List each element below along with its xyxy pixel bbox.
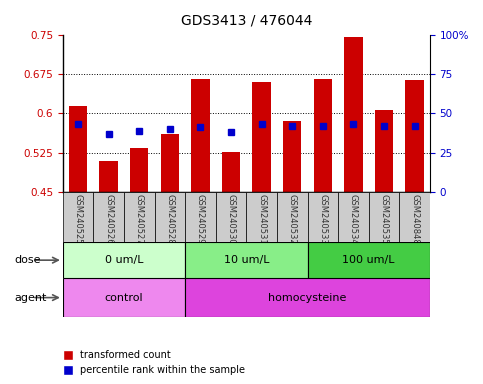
- Text: GSM240532: GSM240532: [288, 195, 297, 245]
- Bar: [222, 152, 240, 192]
- Text: 0 um/L: 0 um/L: [105, 255, 143, 265]
- Bar: [185, 278, 430, 317]
- Bar: [277, 192, 308, 242]
- Bar: [63, 242, 185, 278]
- Bar: [124, 192, 155, 242]
- Text: GSM240530: GSM240530: [227, 195, 236, 245]
- Text: GDS3413 / 476044: GDS3413 / 476044: [181, 13, 312, 27]
- Bar: [375, 109, 393, 192]
- Text: GSM240531: GSM240531: [257, 195, 266, 245]
- Bar: [93, 192, 124, 242]
- Bar: [191, 79, 210, 192]
- Bar: [99, 161, 118, 192]
- Text: homocysteine: homocysteine: [269, 293, 347, 303]
- Text: GSM240535: GSM240535: [380, 195, 388, 245]
- Legend: transformed count, percentile rank within the sample: transformed count, percentile rank withi…: [63, 351, 245, 375]
- Text: GSM240533: GSM240533: [318, 195, 327, 245]
- Bar: [246, 192, 277, 242]
- Bar: [313, 79, 332, 192]
- Text: GSM240527: GSM240527: [135, 195, 144, 245]
- Bar: [69, 106, 87, 192]
- Bar: [405, 80, 424, 192]
- Text: dose: dose: [14, 255, 41, 265]
- Text: GSM240526: GSM240526: [104, 195, 113, 245]
- Bar: [308, 242, 430, 278]
- Bar: [63, 192, 93, 242]
- Text: agent: agent: [14, 293, 47, 303]
- Bar: [369, 192, 399, 242]
- Bar: [185, 242, 308, 278]
- Bar: [161, 134, 179, 192]
- Text: GSM240534: GSM240534: [349, 195, 358, 245]
- Bar: [63, 278, 185, 317]
- Bar: [308, 192, 338, 242]
- Bar: [344, 37, 363, 192]
- Bar: [253, 82, 271, 192]
- Text: 10 um/L: 10 um/L: [224, 255, 269, 265]
- Text: control: control: [105, 293, 143, 303]
- Bar: [283, 121, 301, 192]
- Bar: [399, 192, 430, 242]
- Text: GSM240525: GSM240525: [73, 195, 83, 245]
- Bar: [155, 192, 185, 242]
- Bar: [130, 148, 148, 192]
- Text: GSM240529: GSM240529: [196, 195, 205, 245]
- Bar: [185, 192, 216, 242]
- Bar: [216, 192, 246, 242]
- Text: GSM240848: GSM240848: [410, 195, 419, 245]
- Bar: [338, 192, 369, 242]
- Text: 100 um/L: 100 um/L: [342, 255, 395, 265]
- Text: GSM240528: GSM240528: [165, 195, 174, 245]
